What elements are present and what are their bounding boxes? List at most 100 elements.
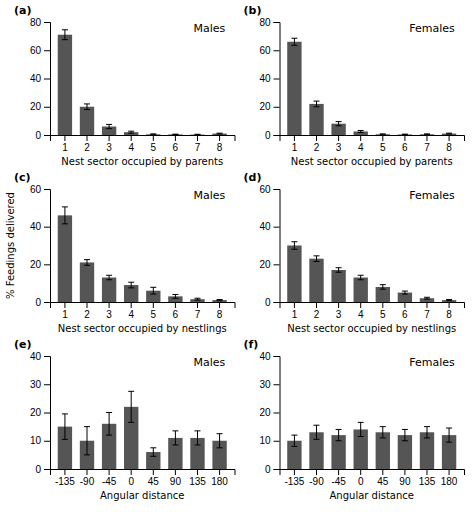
tick-label: 135 [189, 476, 206, 487]
bar [309, 104, 323, 135]
tick-label: 30 [30, 379, 42, 390]
tick: -45 [102, 469, 117, 487]
tick: -135 [55, 469, 75, 487]
error-bar [402, 429, 408, 440]
error-bar [291, 38, 297, 45]
tick: 7 [424, 302, 430, 320]
error-bar [128, 391, 134, 422]
tick-label: -45 [102, 476, 117, 487]
error-bar [446, 300, 452, 301]
tick-label: -45 [331, 476, 346, 487]
tick-label: 6 [402, 142, 408, 153]
tick: 8 [217, 302, 223, 320]
tick: 4 [358, 302, 364, 320]
tick-label: -90 [309, 476, 324, 487]
tick-label: 0 [265, 297, 271, 308]
error-bar [172, 431, 178, 445]
tick-mark [449, 469, 450, 475]
tick-mark [294, 469, 295, 475]
error-bar [402, 291, 408, 294]
bar [287, 246, 301, 303]
tick-label: 0 [128, 476, 134, 487]
tick-mark [197, 302, 198, 308]
tick-label: 7 [195, 142, 201, 153]
tick: 5 [151, 302, 157, 320]
tick: 80 [259, 17, 279, 28]
tick: 5 [151, 135, 157, 153]
tick-mark [360, 469, 361, 475]
tick-label: 4 [128, 309, 134, 320]
tick-mark [109, 302, 110, 308]
tick: 6 [173, 302, 179, 320]
y-axis-title: % Feedings delivered [5, 192, 16, 299]
tick-label: 135 [419, 476, 436, 487]
tick-mark [404, 469, 405, 475]
error-bar [84, 260, 90, 266]
tick: 60 [30, 184, 50, 195]
error-bar [84, 427, 90, 455]
x-axis-title: Nest sector occupied by nestlings [287, 323, 456, 334]
tick: -90 [309, 469, 324, 487]
tick-mark [87, 135, 88, 141]
x-axis-title: Nest sector occupied by parents [291, 156, 453, 167]
tick-mark [404, 302, 405, 308]
panel: -135-90-4504590135180010203040Angular di… [14, 338, 235, 501]
error-bar [291, 435, 297, 446]
tick: 7 [424, 135, 430, 153]
tick-mark [274, 384, 280, 385]
bar [398, 134, 412, 135]
tick-mark [44, 189, 50, 190]
plot-area [58, 30, 227, 135]
panel-label: (c) [14, 171, 31, 184]
tick-label: 2 [314, 142, 320, 153]
error-bar [358, 422, 364, 436]
tick-label: 10 [30, 435, 42, 446]
error-bar [194, 134, 200, 135]
tick-mark [360, 302, 361, 308]
bar [442, 134, 456, 135]
tick-label: 2 [84, 142, 90, 153]
tick-mark [44, 135, 50, 136]
error-bar [380, 133, 386, 135]
error-bar [291, 242, 297, 250]
panel-label: (d) [244, 171, 262, 184]
error-bar [424, 297, 430, 299]
tick-mark [44, 441, 50, 442]
panel: 12345678020406080Nest sector occupied by… [244, 4, 465, 167]
tick: 5 [380, 302, 386, 320]
x-axis-title: Nest sector occupied by nestlings [58, 323, 227, 334]
tick-mark [274, 107, 280, 108]
tick-label: 1 [62, 142, 68, 153]
tick: 40 [259, 351, 279, 362]
bar [80, 262, 94, 302]
tick-label: 20 [259, 407, 271, 418]
axis-line [280, 303, 465, 309]
tick-mark [338, 469, 339, 475]
error-bar [128, 131, 134, 133]
tick-label: 20 [30, 259, 42, 270]
error-bar [172, 134, 178, 135]
bar [354, 278, 368, 302]
tick-mark [44, 79, 50, 80]
tick-mark [316, 135, 317, 141]
tick-label: -90 [80, 476, 95, 487]
figure: 12345678020406080Nest sector occupied by… [0, 0, 474, 512]
plot-area [58, 207, 227, 302]
tick: 0 [128, 469, 134, 487]
tick-label: 20 [259, 259, 271, 270]
panel-label: (a) [14, 4, 31, 17]
error-bar [314, 101, 320, 107]
tick: 30 [259, 379, 279, 390]
tick-label: 90 [170, 476, 182, 487]
bar [124, 132, 138, 135]
panel-label: (b) [244, 4, 262, 17]
tick: 45 [377, 469, 389, 487]
tick-label: 60 [30, 45, 42, 56]
tick-mark [131, 135, 132, 141]
tick-label: 40 [259, 351, 271, 362]
tick-mark [44, 384, 50, 385]
y-axis: 020406080 [259, 17, 280, 141]
error-bar [336, 122, 342, 126]
tick: 3 [106, 302, 112, 320]
tick-label: 60 [259, 45, 271, 56]
